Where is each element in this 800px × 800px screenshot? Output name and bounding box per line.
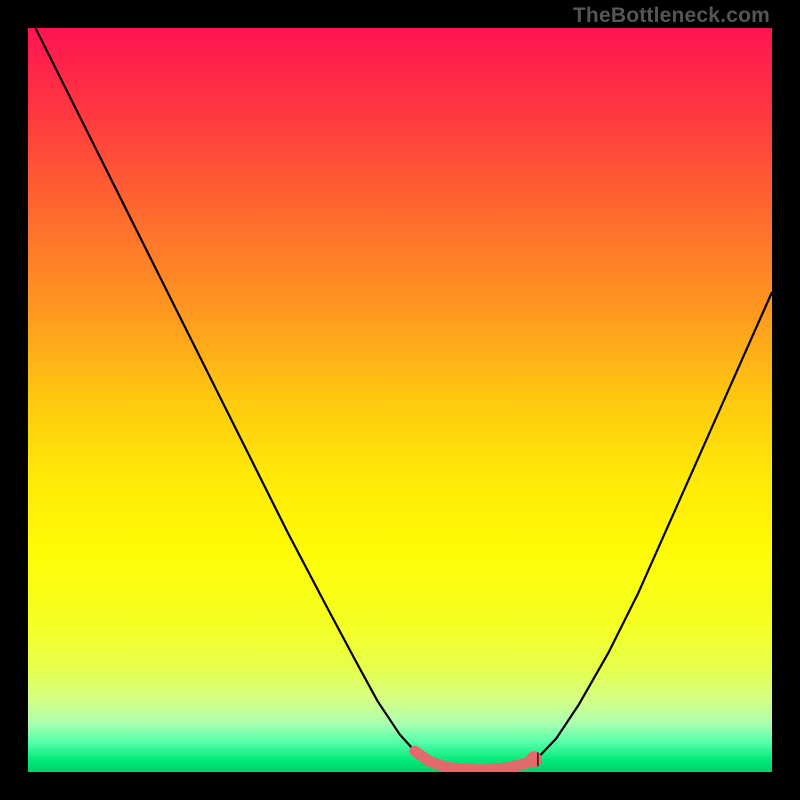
highlight-end-marker <box>526 751 542 767</box>
chart-container: TheBottleneck.com <box>0 0 800 800</box>
bottleneck-chart <box>28 28 772 772</box>
gradient-background <box>28 28 772 772</box>
plot-area <box>28 28 772 772</box>
watermark-text: TheBottleneck.com <box>573 4 770 28</box>
